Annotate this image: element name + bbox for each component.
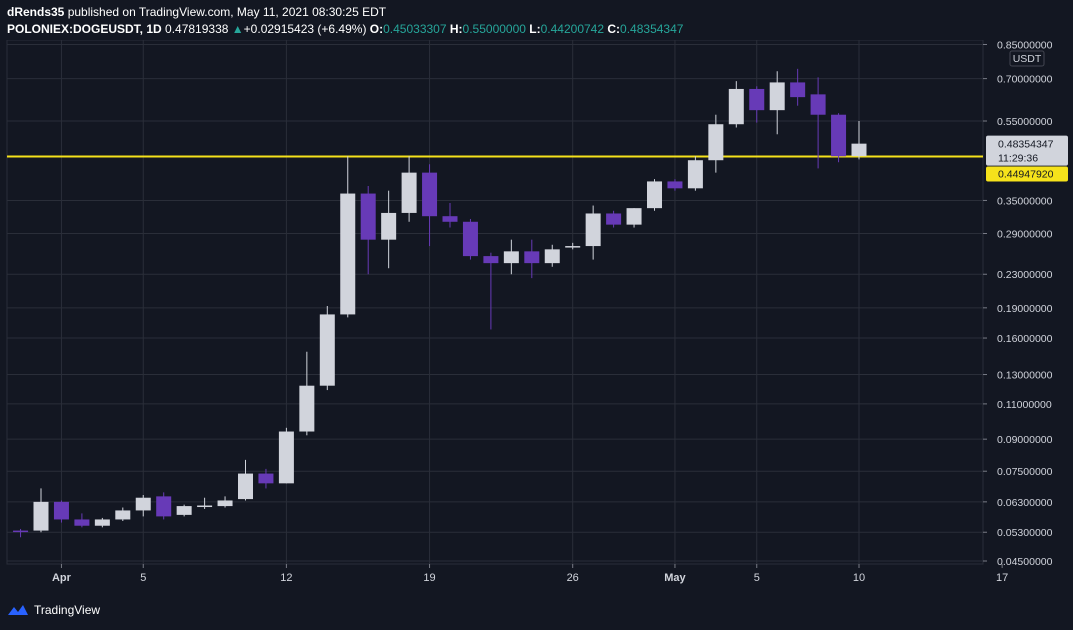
candle-body — [687, 160, 703, 189]
candle-body — [422, 172, 438, 217]
candle-body — [708, 124, 724, 161]
symbol-label: POLONIEX:DOGEUSDT, 1D — [7, 22, 162, 36]
candle-body — [483, 256, 499, 264]
y-tick-label: 0.11000000 — [997, 399, 1052, 411]
y-tick-label: 0.13000000 — [997, 370, 1053, 382]
candle-body — [503, 251, 519, 264]
y-tick-label: 0.16000000 — [997, 333, 1053, 345]
candle-body — [769, 82, 785, 111]
candle-body — [401, 172, 417, 213]
y-tick-label: 0.09000000 — [997, 434, 1053, 446]
open-label: O: — [369, 22, 384, 36]
y-tick-label: 0.07500000 — [997, 466, 1053, 478]
candle-body — [585, 213, 601, 247]
price-label-text: 0.48354347 — [998, 139, 1054, 151]
candle-body — [360, 193, 376, 240]
y-tick-label: 0.19000000 — [997, 303, 1053, 315]
candle-body — [606, 213, 622, 225]
x-tick-label: 17 — [996, 572, 1008, 584]
candle-body — [462, 221, 478, 257]
close-label: C: — [607, 22, 621, 36]
candle-body — [33, 501, 49, 531]
last-price: 0.47819338 — [165, 22, 229, 36]
candle-body — [381, 212, 397, 240]
low-value: 0.44200742 — [540, 22, 605, 36]
candle-body — [299, 385, 315, 432]
x-tick-label: 5 — [754, 572, 760, 584]
price-label-box — [986, 135, 1068, 166]
y-tick-label: 0.04500000 — [997, 556, 1053, 568]
candle-body — [197, 505, 213, 508]
y-tick-label: 0.29000000 — [997, 229, 1053, 241]
tradingview-logo-icon — [8, 605, 28, 615]
candle-body — [851, 143, 867, 157]
y-tick-label: 0.05300000 — [997, 527, 1053, 539]
y-tick-label: 0.70000000 — [997, 74, 1053, 86]
y-tick-label: 0.23000000 — [997, 269, 1053, 281]
candle-body — [238, 473, 253, 500]
candle-body — [442, 216, 458, 222]
candle-body — [53, 501, 69, 520]
candle-body — [667, 181, 683, 189]
x-tick-label: 19 — [423, 572, 435, 584]
candle-body — [156, 496, 172, 517]
countdown-text: 11:29:36 — [998, 153, 1038, 165]
candlestick-chart[interactable]: 0.85000000 0.70000000 0.55000000 0.35000000… — [0, 40, 1073, 600]
x-tick-label: 26 — [567, 572, 579, 584]
candle-body — [790, 82, 806, 98]
x-tick-label: 5 — [140, 572, 146, 584]
candle-body — [74, 519, 90, 526]
publish-info: dRends35 published on TradingView.com, M… — [7, 5, 386, 19]
published-text: published on TradingView.com, May 11, 20… — [64, 5, 387, 19]
x-tick-label: Apr — [52, 572, 72, 584]
y-tick-label: 0.35000000 — [997, 195, 1053, 207]
low-label: L: — [529, 22, 541, 36]
high-value: 0.55000000 — [462, 22, 526, 36]
candle-body — [810, 94, 826, 115]
candle-body — [647, 181, 662, 209]
candle-body — [544, 249, 560, 264]
currency-label: USDT — [1013, 53, 1042, 65]
line-value-text: 0.44947920 — [998, 168, 1054, 180]
currency-box — [1009, 50, 1045, 67]
y-tick-label: 0.85000000 — [997, 40, 1053, 51]
brand-label: TradingView — [34, 603, 101, 617]
candle-body — [115, 510, 131, 520]
candle-body — [626, 208, 642, 225]
plot-border — [6, 40, 984, 565]
candle-body — [258, 473, 274, 484]
up-arrow-icon: ▲ — [231, 22, 244, 36]
candle-body — [13, 530, 29, 533]
change-value: +0.02915423 (+6.49%) — [243, 22, 367, 36]
candle-body — [217, 500, 233, 507]
candle-body — [728, 88, 744, 125]
open-value: 0.45033307 — [383, 22, 447, 36]
close-value: 0.48354347 — [620, 22, 684, 36]
candle-body — [340, 193, 356, 315]
x-tick-label: 12 — [280, 572, 292, 584]
candle-body — [831, 114, 847, 157]
ohlc-legend: POLONIEX:DOGEUSDT, 1D 0.47819338 ▲+0.029… — [7, 22, 683, 36]
candle-body — [319, 314, 335, 386]
x-tick-label: May — [664, 572, 686, 584]
candle-body — [565, 246, 581, 248]
high-label: H: — [449, 22, 463, 36]
candle-body — [278, 431, 294, 484]
y-tick-label: 0.55000000 — [997, 116, 1053, 128]
candle-body — [176, 506, 192, 515]
line-value-box — [986, 166, 1068, 182]
x-tick-label: 10 — [853, 572, 865, 584]
candle-body — [94, 519, 110, 526]
publisher-name: dRends35 — [7, 5, 65, 19]
candle-body — [524, 251, 540, 264]
tradingview-branding: TradingView — [7, 603, 100, 617]
candle-body — [749, 88, 765, 111]
candle-body — [135, 497, 151, 511]
y-tick-label: 0.06300000 — [997, 497, 1053, 509]
